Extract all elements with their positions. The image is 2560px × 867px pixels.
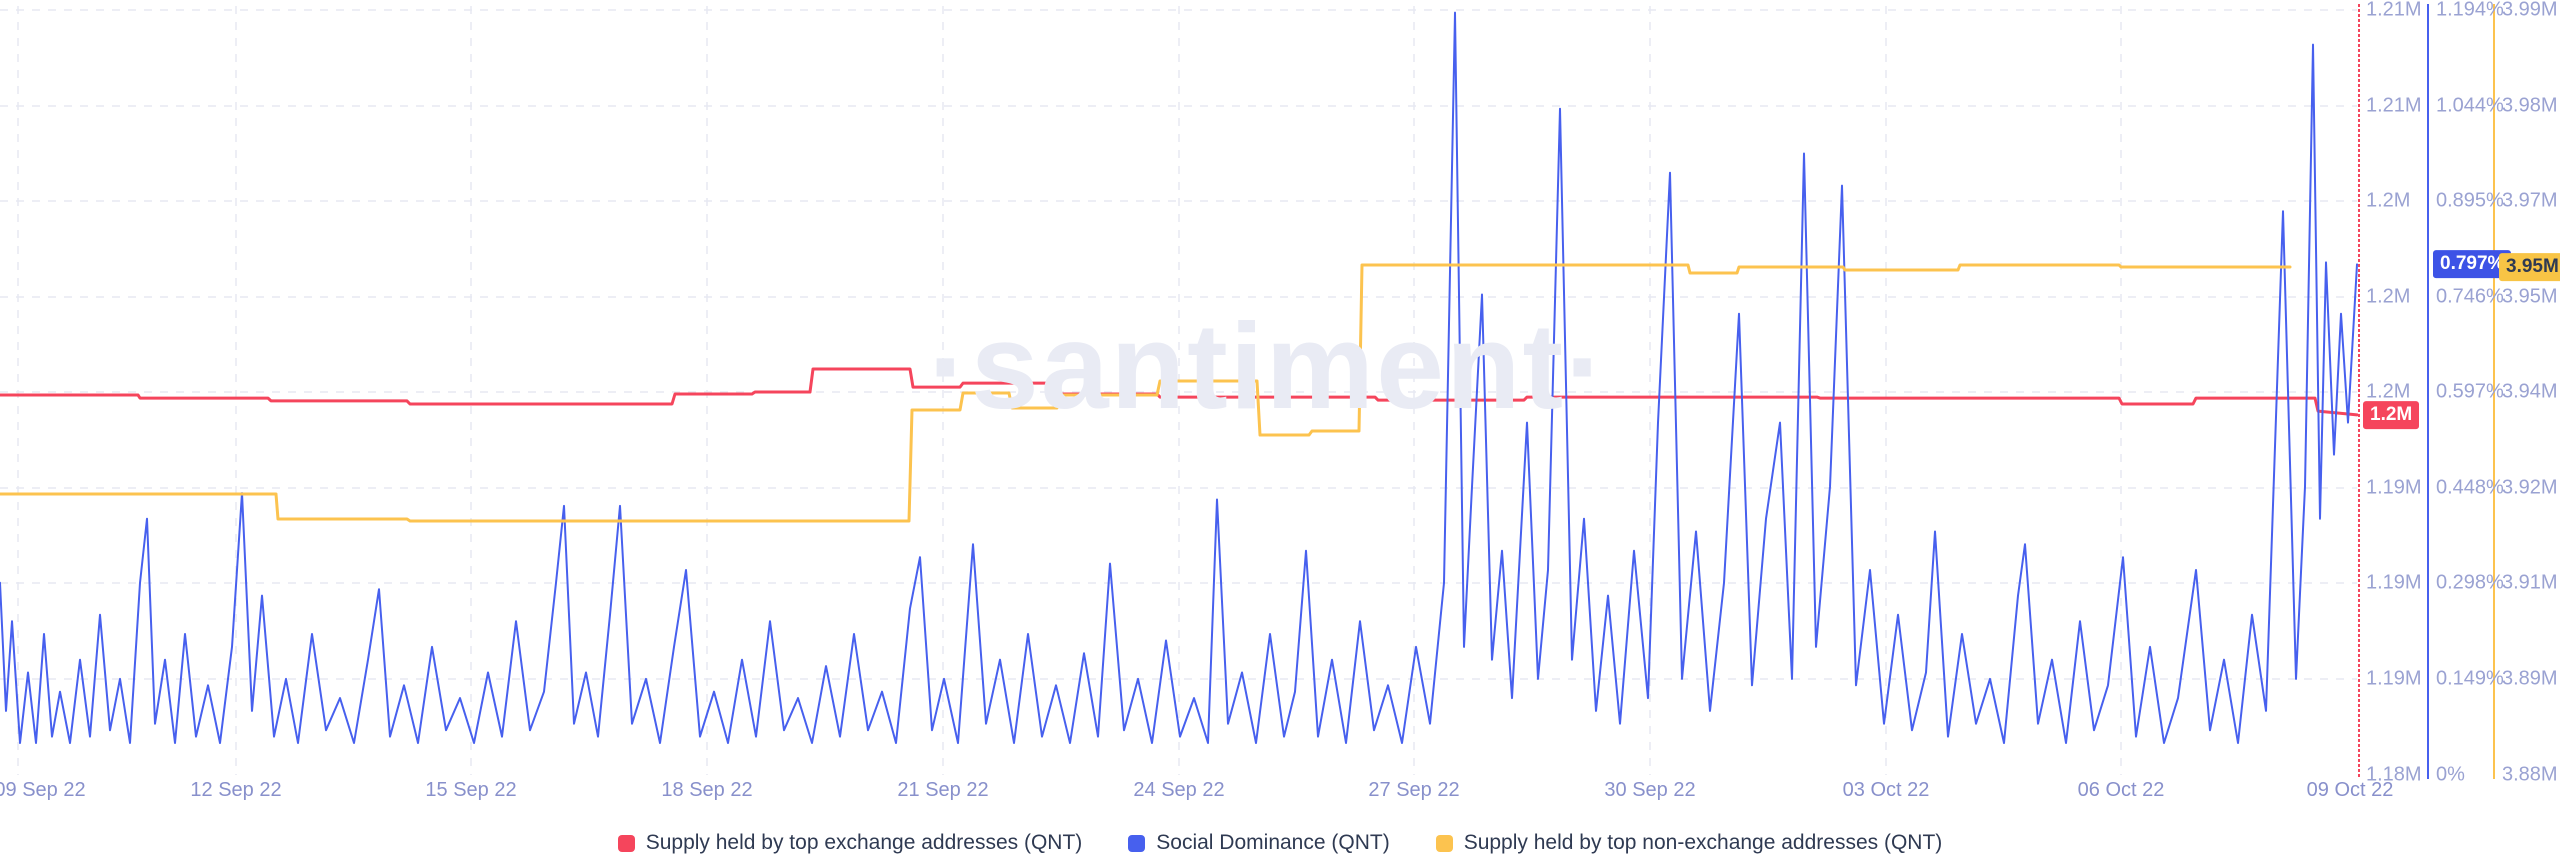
legend-label: Supply held by top exchange addresses (Q… — [645, 831, 1083, 854]
blue-axis-tick-label: 0.448% — [2436, 476, 2504, 499]
x-axis-date-label: 18 Sep 22 — [661, 779, 753, 801]
x-axis-date-label: 24 Sep 22 — [1133, 779, 1225, 801]
blue-axis-value-badge: 0.797% — [2433, 250, 2512, 279]
red-axis-tick-label: 1.2M — [2366, 380, 2411, 403]
blue-axis-tick-label: 0.149% — [2436, 667, 2504, 690]
blue-axis-tick-label: 0.746% — [2436, 285, 2504, 308]
chart-legend: Supply held by top exchange addresses (Q… — [0, 826, 2560, 860]
blue-axis-tick-label: 1.194% — [2436, 0, 2504, 21]
blue-axis-tick-label: 0% — [2436, 763, 2465, 786]
red-axis-tick-label: 1.18M — [2366, 763, 2422, 786]
legend-item-0[interactable]: Supply held by top exchange addresses (Q… — [617, 831, 1083, 855]
yellow-axis-value-badge: 3.95M — [2499, 253, 2560, 281]
yellow-axis-tick-label: 3.98M — [2502, 94, 2558, 117]
red-axis-tick-label: 1.21M — [2366, 0, 2422, 21]
legend-swatch-icon — [1435, 834, 1453, 852]
series-line-yellow — [0, 263, 2292, 523]
red-axis-tick-label: 1.19M — [2366, 571, 2422, 594]
blue-axis-tick-label: 0.298% — [2436, 571, 2504, 594]
yellow-axis-tick-label: 3.99M — [2502, 0, 2558, 21]
x-axis-date-label: 09 Sep 22 — [0, 779, 86, 801]
yellow-axis-tick-label: 3.95M — [2502, 285, 2558, 308]
blue-axis-tick-label: 1.044% — [2436, 94, 2504, 117]
yellow-axis-tick-label: 3.89M — [2502, 667, 2558, 690]
x-axis-date-label: 15 Sep 22 — [425, 779, 517, 801]
x-axis-date-label: 27 Sep 22 — [1368, 779, 1460, 801]
red-axis-value-badge: 1.2M — [2363, 401, 2420, 429]
x-axis-date-label: 06 Oct 22 — [2077, 779, 2165, 801]
yellow-axis-tick-label: 3.97M — [2502, 189, 2558, 212]
x-axis-date-label: 21 Sep 22 — [897, 779, 989, 801]
x-axis-date-label: 30 Sep 22 — [1604, 779, 1696, 801]
red-axis-tick-label: 1.2M — [2366, 189, 2411, 212]
legend-label: Social Dominance (QNT) — [1156, 831, 1390, 854]
legend-swatch-icon — [617, 834, 635, 852]
series-line-red — [0, 367, 2359, 417]
series-line-blue — [0, 11, 2358, 744]
blue-axis-tick-label: 0.597% — [2436, 380, 2504, 403]
x-axis-date-label: 03 Oct 22 — [1842, 779, 1930, 801]
x-axis-date-label: 12 Sep 22 — [190, 779, 282, 801]
legend-label: Supply held by top non-exchange addresse… — [1463, 831, 1943, 854]
legend-item-1[interactable]: Social Dominance (QNT) — [1128, 831, 1390, 855]
red-axis-tick-label: 1.2M — [2366, 285, 2411, 308]
red-axis-tick-label: 1.21M — [2366, 94, 2422, 117]
yellow-axis-tick-label: 3.88M — [2502, 763, 2558, 786]
yellow-axis-tick-label: 3.94M — [2502, 380, 2558, 403]
yellow-axis-tick-label: 3.91M — [2502, 571, 2558, 594]
legend-item-2[interactable]: Supply held by top non-exchange addresse… — [1435, 831, 1943, 855]
x-axis-date-label: 09 Oct 22 — [2306, 779, 2394, 801]
blue-axis-tick-label: 0.895% — [2436, 189, 2504, 212]
red-axis-tick-label: 1.19M — [2366, 667, 2422, 690]
legend-swatch-icon — [1128, 834, 1146, 852]
red-axis-tick-label: 1.19M — [2366, 476, 2422, 499]
yellow-axis-tick-label: 3.92M — [2502, 476, 2558, 499]
